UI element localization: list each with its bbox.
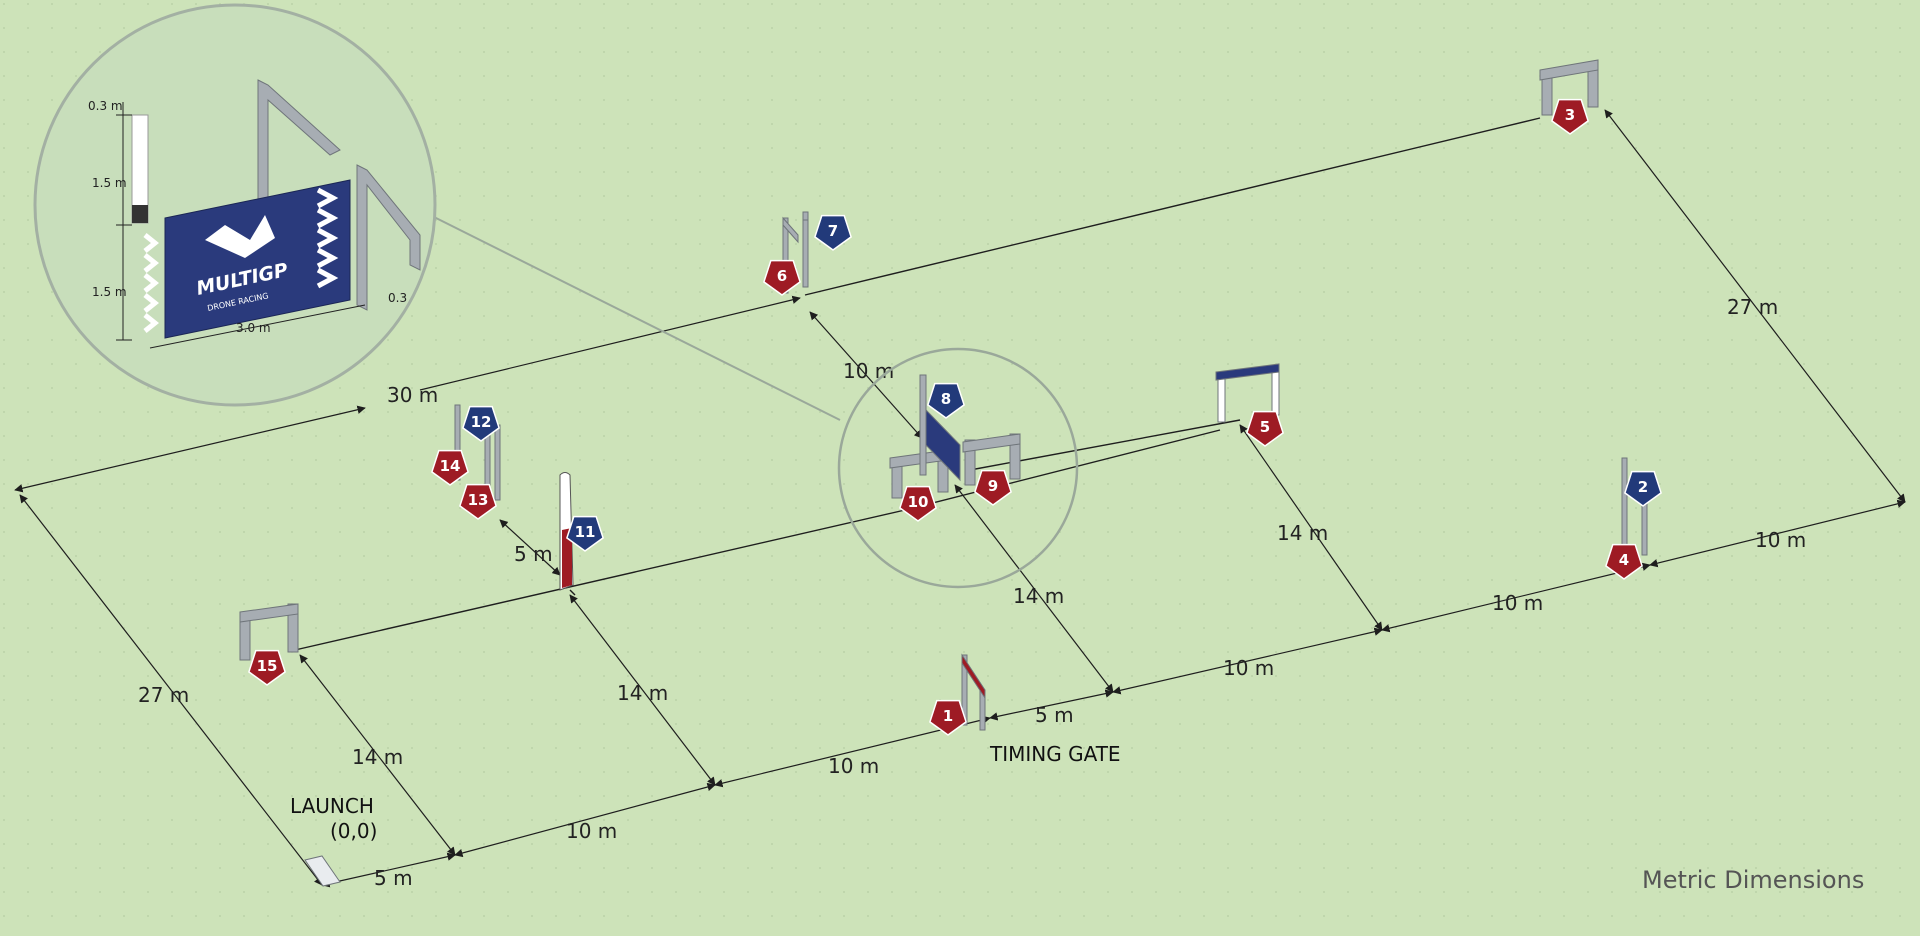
flight-path	[294, 117, 1541, 651]
dim-line-6-8	[809, 311, 923, 439]
dim-label-right: 27 m	[1727, 295, 1778, 319]
dim-line-back-30	[14, 405, 366, 493]
gate-3-frame	[1539, 59, 1599, 116]
gate-badge-12: 12	[462, 405, 500, 442]
dim-label-front-g: 10 m	[1755, 528, 1806, 552]
dim-label-15: 14 m	[352, 745, 403, 769]
dim-label-front-f: 10 m	[1492, 591, 1543, 615]
gate-badge-number: 6	[777, 267, 787, 285]
gate-badge-shape	[1246, 410, 1284, 447]
gate-badge-number: 1	[943, 707, 953, 725]
dim-line-13-11	[499, 519, 561, 576]
gate-badge-number: 3	[1565, 106, 1575, 124]
metric-dimensions-label: Metric Dimensions	[1642, 866, 1864, 894]
dimension-lines	[14, 109, 1906, 888]
gate-badge-9: 9	[974, 469, 1012, 506]
gate-11-flag	[559, 472, 574, 591]
gate-badge-shape	[459, 483, 497, 520]
gate-badge-shape	[814, 214, 852, 251]
gate-1-frame	[961, 653, 986, 731]
gate-15-frame	[239, 603, 299, 661]
detail-dim-width: 3.0 m	[236, 321, 271, 335]
gate-badge-shape	[929, 699, 967, 736]
gate-structures	[239, 59, 1648, 887]
dim-label-5: 14 m	[1277, 521, 1328, 545]
gate-badge-number: 8	[941, 390, 951, 408]
gate-badge-number: 9	[988, 477, 998, 495]
detail-dim-lower: 1.5 m	[92, 285, 127, 299]
gate-badge-shape	[974, 469, 1012, 506]
gate-badge-number: 5	[1260, 418, 1270, 436]
dim-line-11	[569, 594, 716, 786]
zoom-connector	[429, 214, 841, 421]
gate-badge-shape	[1605, 543, 1643, 580]
zoom-circle-small	[837, 347, 1079, 589]
gate-detail-inset: MULTIGP DRONE RACING 0.3 m 1.5 m 1.5 m 3…	[88, 79, 421, 349]
dim-line-left-27	[19, 494, 323, 886]
gate-badge-15: 15	[248, 649, 286, 686]
detail-dim-upper: 1.5 m	[92, 176, 127, 190]
dim-label-front-c: 10 m	[828, 754, 879, 778]
gate-badge-10: 10	[899, 485, 937, 522]
dim-label-front-a: 5 m	[374, 866, 413, 890]
gate-9-frame	[962, 433, 1021, 486]
gate-badge-3: 3	[1551, 98, 1589, 135]
dim-line-15	[299, 654, 456, 856]
dimension-labels: 30 m 27 m 27 m 10 m 5 m 14 m 14 m 14 m 1…	[138, 295, 1806, 890]
gate-badge-number: 12	[471, 413, 492, 431]
timing-gate-label: TIMING GATE	[989, 742, 1121, 766]
gate-badge-6: 6	[763, 259, 801, 296]
gate-badge-shape	[462, 405, 500, 442]
launch-label: LAUNCH	[290, 794, 374, 818]
gate-badge-shape	[763, 259, 801, 296]
gate-badge-number: 4	[1619, 551, 1629, 569]
dim-label-11: 14 m	[617, 681, 668, 705]
gate-10-frame	[889, 449, 949, 499]
gate-8-frame	[919, 374, 961, 482]
gate-badge-shape	[248, 649, 286, 686]
detail-dim-top: 0.3 m	[88, 99, 123, 113]
gate-badge-shape	[899, 485, 937, 522]
gate-badge-number: 13	[468, 491, 489, 509]
dim-label-front-e: 10 m	[1223, 656, 1274, 680]
gate-badge-shape	[1624, 470, 1662, 507]
gate-badge-number: 10	[908, 493, 929, 511]
gate-badge-shape	[1551, 98, 1589, 135]
dim-line-right-27	[1604, 109, 1906, 503]
gate-badge-8: 8	[927, 382, 965, 419]
dim-label-6-8: 10 m	[843, 359, 894, 383]
gate-badge-number: 11	[575, 523, 596, 541]
dim-label-13-11: 5 m	[514, 542, 553, 566]
dim-label-left: 27 m	[138, 683, 189, 707]
launch-pad	[304, 855, 341, 887]
dim-label-back: 30 m	[387, 383, 438, 407]
gate-badge-number: 2	[1638, 478, 1648, 496]
gate-badge-2: 2	[1624, 470, 1662, 507]
dim-label-9: 14 m	[1013, 584, 1064, 608]
gate-badge-4: 4	[1605, 543, 1643, 580]
gate-badge-5: 5	[1246, 410, 1284, 447]
gate-badge-11: 11	[566, 515, 604, 552]
gate-badge-number: 15	[257, 657, 278, 675]
gate-badge-number: 7	[828, 222, 838, 240]
gate-badge-number: 14	[440, 457, 461, 475]
dim-line-9	[954, 484, 1114, 693]
dim-label-front-b: 10 m	[566, 819, 617, 843]
gate-badge-shape	[566, 515, 604, 552]
gate-badge-shape	[431, 449, 469, 486]
gate-badge-7: 7	[814, 214, 852, 251]
dim-line-5	[1239, 424, 1383, 631]
gate-badge-shape	[927, 382, 965, 419]
gate-badge-14: 14	[431, 449, 469, 486]
gate-badge-1: 1	[929, 699, 967, 736]
detail-dim-side: 0.3	[388, 291, 407, 305]
gate-badge-13: 13	[459, 483, 497, 520]
origin-label: (0,0)	[330, 819, 377, 843]
dim-label-front-d: 5 m	[1035, 703, 1074, 727]
